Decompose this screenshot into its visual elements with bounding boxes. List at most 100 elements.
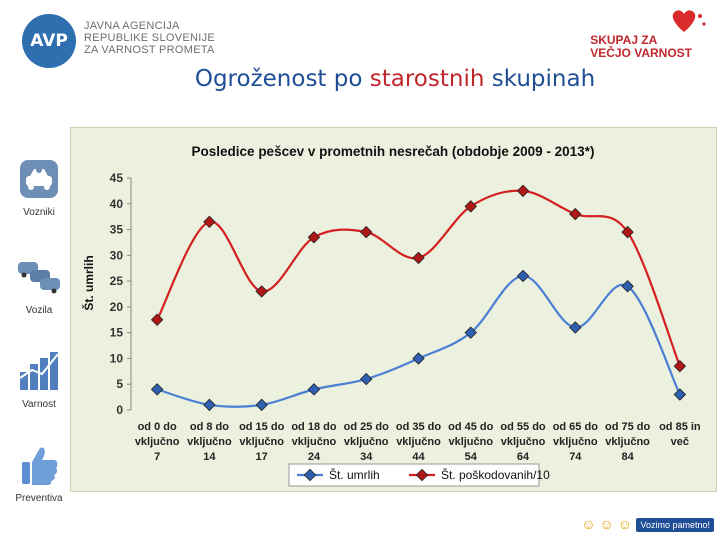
- y-tick-label: 45: [110, 171, 124, 185]
- legend-marker: [415, 468, 429, 482]
- y-tick-label: 30: [110, 248, 124, 262]
- x-tick-label: vključno: [344, 436, 389, 448]
- series-line-1: [156, 274, 681, 408]
- campaign-line: VEČJO VARNOST: [590, 46, 692, 60]
- footer-badge: Vozimo pametno!: [636, 517, 714, 532]
- x-tick-label: vključno: [187, 436, 232, 448]
- slide-title: Ogroženost po starostnih skupinah: [0, 66, 720, 92]
- data-point: [412, 251, 425, 265]
- bar-chart-icon: [19, 352, 59, 390]
- sidebar-item-preventiva[interactable]: Preventiva: [8, 442, 70, 504]
- x-tick-label: vključno: [135, 436, 180, 448]
- car-icon: [20, 160, 58, 198]
- data-point: [569, 321, 582, 334]
- x-tick-label: vključno: [553, 436, 598, 448]
- sidebar-item-label: Vozniki: [23, 207, 55, 218]
- data-point: [307, 383, 321, 396]
- title-highlight: starostnih: [369, 66, 485, 92]
- x-tick-label: od 85 in: [659, 421, 701, 433]
- x-tick-label: od 8 do: [190, 421, 229, 433]
- data-point: [307, 231, 321, 244]
- agency-line: ZA VARNOST PROMETA: [84, 44, 215, 56]
- x-tick-label: 7: [154, 451, 160, 463]
- x-tick-label: 34: [360, 451, 373, 463]
- sidebar-item-vozniki[interactable]: Vozniki: [8, 156, 70, 218]
- sidebar-item-label: Preventiva: [15, 493, 63, 504]
- data-point: [203, 215, 216, 229]
- campaign-logo: SKUPAJ ZA VEČJO VARNOST: [590, 34, 692, 60]
- heart-icon: [672, 10, 706, 32]
- x-tick-label: 14: [203, 451, 216, 463]
- smiley-icon: ☺ ☺ ☺: [581, 516, 632, 532]
- data-point: [516, 269, 530, 283]
- data-point: [673, 388, 687, 401]
- y-tick-label: 10: [110, 351, 124, 365]
- sidebar-item-varnost[interactable]: Varnost: [8, 348, 70, 410]
- agency-name: JAVNA AGENCIJA REPUBLIKE SLOVENIJE ZA VA…: [84, 20, 215, 56]
- data-point: [569, 207, 582, 221]
- data-point: [150, 383, 164, 396]
- chart-title: Posledice pešcev v prometnih nesrečah (o…: [192, 144, 595, 159]
- data-point: [673, 359, 687, 373]
- x-tick-label: od 75 do: [605, 421, 651, 433]
- agency-line: JAVNA AGENCIJA: [84, 20, 180, 32]
- agency-logo: AVP: [22, 14, 76, 68]
- y-tick-label: 5: [116, 377, 123, 391]
- data-point: [150, 313, 164, 327]
- thumbs-up-icon: [22, 447, 58, 485]
- data-point: [360, 372, 373, 386]
- x-tick-label: od 65 do: [553, 421, 599, 433]
- cars-icon: [18, 262, 60, 294]
- y-tick-label: 25: [110, 274, 124, 288]
- sidebar-item-label: Varnost: [22, 399, 56, 410]
- x-tick-label: vključno: [396, 436, 441, 448]
- x-tick-label: vključno: [292, 436, 337, 448]
- chart-panel: Posledice pešcev v prometnih nesrečah (o…: [70, 127, 717, 492]
- legend-marker: [303, 468, 317, 482]
- x-tick-label: od 18 do: [291, 421, 337, 433]
- data-point: [360, 225, 373, 239]
- x-tick-label: od 45 do: [448, 421, 494, 433]
- data-point: [412, 352, 425, 365]
- campaign-line: SKUPAJ ZA: [590, 33, 658, 47]
- data-point: [621, 280, 634, 293]
- y-tick-label: 0: [116, 403, 123, 417]
- x-tick-label: 17: [256, 451, 268, 463]
- x-tick-label: vključno: [448, 436, 493, 448]
- x-tick-label: od 55 do: [500, 421, 546, 433]
- chart: Posledice pešcev v prometnih nesrečah (o…: [81, 144, 701, 487]
- x-tick-label: od 35 do: [396, 421, 442, 433]
- x-tick-label: 74: [569, 451, 582, 463]
- data-point: [203, 398, 216, 412]
- agency-logo-text: AVP: [30, 31, 68, 51]
- x-tick-label: vključno: [501, 436, 546, 448]
- data-point: [464, 200, 477, 213]
- y-tick-label: 15: [110, 326, 124, 340]
- y-axis-label: Št. umrlih: [81, 255, 96, 310]
- data-point: [621, 225, 634, 239]
- data-point: [464, 326, 477, 339]
- x-tick-label: 64: [517, 451, 530, 463]
- data-point: [516, 184, 530, 198]
- x-tick-label: več: [671, 436, 689, 448]
- sidebar-item-vozila[interactable]: Vozila: [8, 254, 70, 316]
- title-part: Ogroženost po: [194, 66, 370, 92]
- sidebar-item-label: Vozila: [25, 305, 53, 316]
- agency-line: REPUBLIKE SLOVENIJE: [84, 32, 216, 44]
- y-tick-label: 20: [110, 300, 124, 314]
- series-line-2: [156, 189, 681, 367]
- x-tick-label: od 0 do: [138, 421, 177, 433]
- data-point: [255, 398, 268, 412]
- x-tick-label: vključno: [605, 436, 650, 448]
- x-tick-label: vključno: [239, 436, 284, 448]
- y-tick-label: 35: [110, 223, 124, 237]
- y-tick-label: 40: [110, 197, 124, 211]
- x-tick-label: 84: [621, 451, 634, 463]
- x-tick-label: 54: [465, 451, 478, 463]
- x-tick-label: 24: [308, 451, 321, 463]
- plot-area: 0 5 10 15 20 25 30 35 40 45 od 0 do vključno 7 od 8 d…: [110, 171, 701, 487]
- data-point: [255, 285, 268, 298]
- footer-logo: ☺ ☺ ☺ Vozimo pametno!: [581, 516, 714, 534]
- x-tick-label: od 15 do: [239, 421, 285, 433]
- title-part: skupinah: [484, 66, 596, 92]
